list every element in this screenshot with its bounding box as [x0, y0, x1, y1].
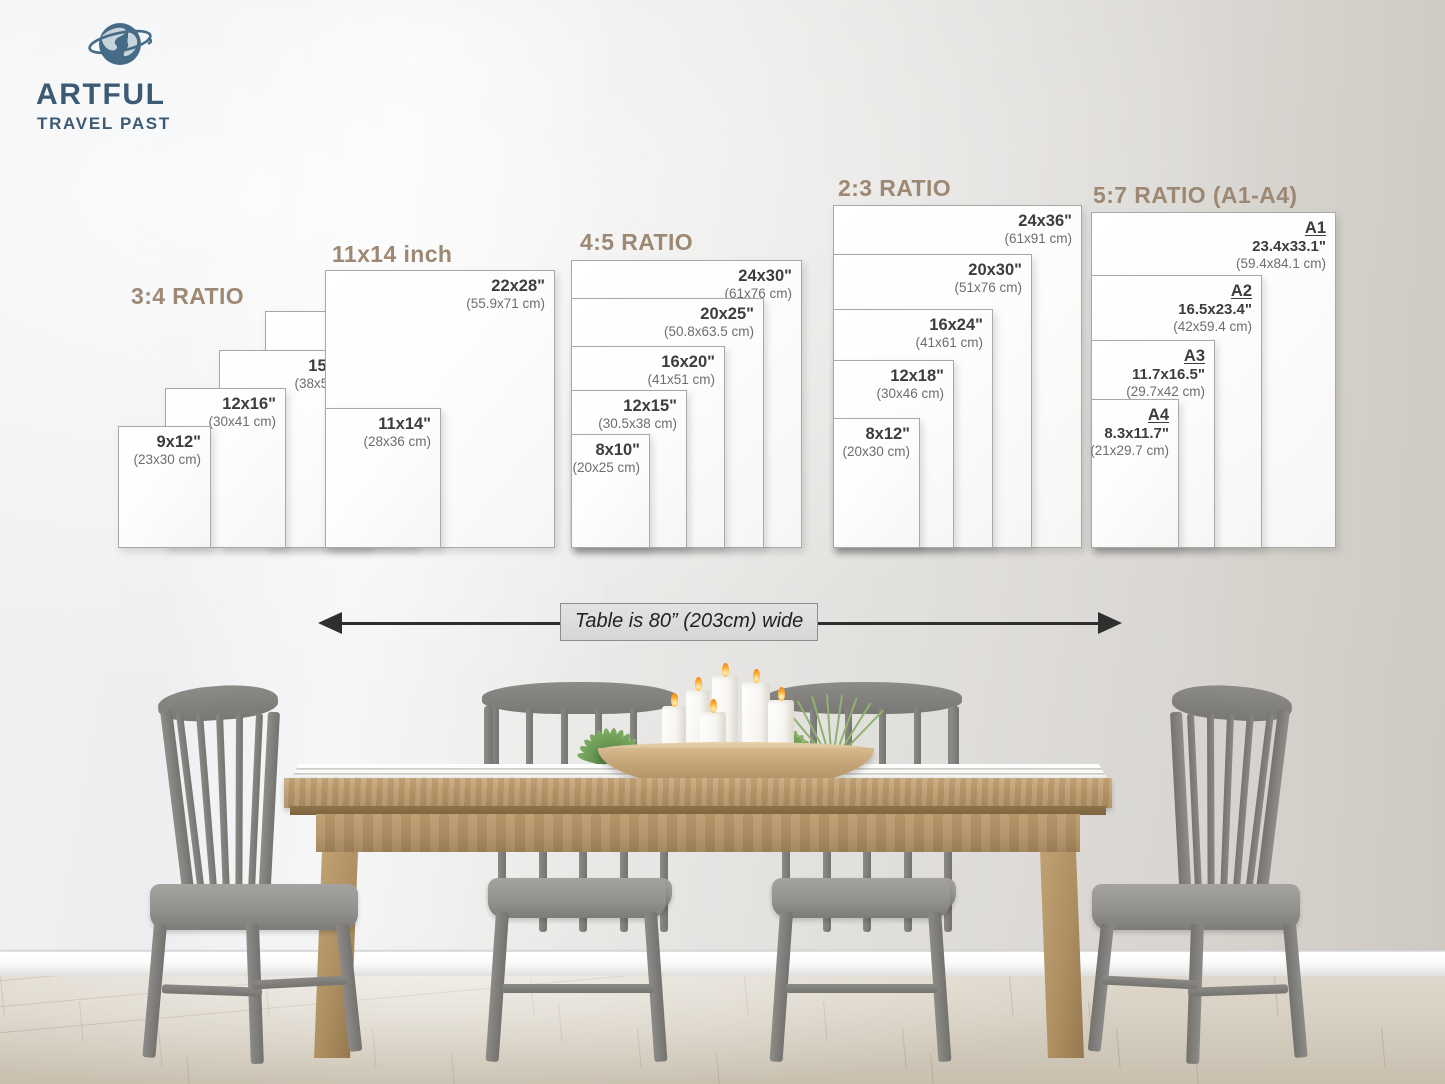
frame-label-16x20: 16x20" (41x51 cm)	[647, 353, 715, 388]
frame-label-8x10: 8x10" (20x25 cm)	[572, 441, 640, 476]
baseboard	[0, 952, 1445, 978]
dining-chair[interactable]	[485, 848, 668, 1064]
frame-stack-inch-11x14: 22x28" (55.9x71 cm) 11x14" (28x36 cm)	[325, 270, 555, 548]
chair-spindle	[1207, 713, 1215, 893]
table-width-label: Table is 80” (203cm) wide	[560, 603, 819, 641]
frame-stack-ratio-5-7-a: A1 23.4x33.1" (59.4x84.1 cm) A2 16.5x23.…	[1090, 212, 1337, 548]
frame-a4[interactable]: A4 8.3x11.7" (21x29.7 cm)	[1090, 399, 1179, 548]
frame-label-20x30: 20x30" (51x76 cm)	[954, 261, 1022, 296]
chair-stretcher	[786, 984, 938, 993]
arrow-left-icon	[318, 612, 342, 634]
frame-11x14[interactable]: 11x14" (28x36 cm)	[325, 408, 441, 548]
chair-leg	[579, 792, 587, 932]
chair-stretcher	[502, 984, 654, 993]
chair-leg	[619, 792, 628, 932]
frame-9x12[interactable]: 9x12" (23x30 cm)	[118, 426, 211, 548]
chair-spindle	[526, 708, 534, 790]
frame-label-12x18: 12x18" (30x46 cm)	[876, 367, 944, 402]
frame-label-22x28: 22x28" (55.9x71 cm)	[466, 277, 545, 312]
chair-seat	[488, 878, 666, 918]
dining-chair[interactable]	[1087, 681, 1308, 1066]
table-top[interactable]	[284, 778, 1112, 808]
group-title-inch-11x14: 11x14 inch	[332, 241, 453, 267]
chair-leg	[538, 792, 547, 932]
dining-chair[interactable]	[769, 848, 952, 1064]
chair-leg	[903, 792, 912, 932]
chair-spindle	[492, 708, 499, 790]
chair-seat	[150, 884, 358, 930]
chair-back-post	[950, 706, 959, 798]
chair-leg	[498, 792, 506, 932]
group-title-ratio-5-7-a: 5:7 RATIO (A1-A4)	[1093, 182, 1298, 208]
frame-stack-ratio-3-4: 18x24" (46x61 cm) 15x20" (38x51 cm) 12x1…	[118, 311, 418, 548]
chair-spindle	[913, 708, 921, 790]
chair-leg	[944, 792, 952, 932]
frame-stack-ratio-2-3: 24x36" (61x91 cm) 20x30" (51x76 cm) 16x2…	[833, 205, 1083, 548]
frame-label-12x15: 12x15" (30.5x38 cm)	[598, 397, 677, 432]
brand-name-primary: ARTFUL	[36, 78, 166, 111]
frame-label-a1: A1 23.4x33.1" (59.4x84.1 cm)	[1235, 219, 1326, 272]
frame-label-a2: A2 16.5x23.4" (42x59.4 cm)	[1173, 282, 1252, 335]
chair-leg	[782, 792, 790, 932]
frame-label-12x16: 12x16" (30x41 cm)	[208, 395, 276, 430]
group-title-ratio-4-5: 4:5 RATIO	[580, 229, 694, 255]
globe-icon	[88, 18, 154, 74]
chair-leg	[336, 923, 363, 1052]
group-title-ratio-3-4: 3:4 RATIO	[131, 283, 245, 309]
frame-label-a4: A4 8.3x11.7" (21x29.7 cm)	[1090, 406, 1169, 459]
arrow-right-icon	[1098, 612, 1122, 634]
frame-label-24x30: 24x30" (61x76 cm)	[724, 267, 792, 302]
frame-label-a3: A3 11.7x16.5" (29.7x42 cm)	[1126, 347, 1205, 400]
brand-name-secondary: TRAVEL PAST	[37, 114, 171, 133]
table-width-indicator: Table is 80” (203cm) wide	[318, 603, 1122, 642]
chair-crest-rail	[766, 682, 962, 714]
chair-stretcher	[1101, 975, 1199, 990]
frame-8x12[interactable]: 8x12" (20x30 cm)	[833, 418, 920, 548]
chair-crest-rail	[482, 682, 678, 714]
frame-stack-ratio-4-5: 24x30" (61x76 cm) 20x25" (50.8x63.5 cm) …	[571, 260, 803, 548]
frame-label-24x36: 24x36" (61x91 cm)	[1004, 212, 1072, 247]
chair-spindle	[235, 713, 243, 893]
chair-leg	[660, 792, 668, 932]
chair-stretcher	[1187, 984, 1289, 997]
frame-label-16x24: 16x24" (41x61 cm)	[915, 316, 983, 351]
candle-flame-icon[interactable]	[694, 677, 702, 691]
chair-spindle	[1220, 713, 1234, 893]
chair-seat	[772, 878, 950, 918]
table-top-edge[interactable]	[290, 806, 1106, 815]
chair-spindle	[216, 713, 230, 893]
candle-flame-icon[interactable]	[670, 693, 678, 707]
candle-flame-icon[interactable]	[777, 687, 785, 701]
chair-back-post	[484, 706, 493, 798]
candle-flame-icon[interactable]	[721, 663, 729, 677]
frame-8x10[interactable]: 8x10" (20x25 cm)	[571, 434, 650, 548]
frame-label-20x25: 20x25" (50.8x63.5 cm)	[663, 305, 754, 340]
chair-stretcher	[161, 984, 263, 997]
chair-spindle	[560, 708, 568, 790]
brand-logo: ARTFUL TRAVEL PAST	[36, 18, 256, 133]
group-title-ratio-2-3: 2:3 RATIO	[838, 175, 952, 201]
frame-label-8x12: 8x12" (20x30 cm)	[842, 425, 910, 460]
candle-flame-icon[interactable]	[752, 669, 760, 683]
chair-stretcher	[251, 975, 349, 990]
table-apron[interactable]	[316, 814, 1080, 852]
chair-leg	[1087, 923, 1114, 1052]
dining-chair[interactable]	[142, 681, 363, 1066]
pillar-candle[interactable]	[742, 682, 770, 752]
apron-wood-grain	[316, 814, 1080, 852]
candle-flame-icon[interactable]	[709, 699, 717, 713]
frame-label-9x12: 9x12" (23x30 cm)	[133, 433, 201, 468]
table-wood-grain	[284, 778, 1112, 808]
chair-leg	[822, 792, 831, 932]
chair-spindle	[879, 708, 887, 790]
frame-label-11x14: 11x14" (28x36 cm)	[363, 415, 431, 450]
chair-leg	[863, 792, 871, 932]
